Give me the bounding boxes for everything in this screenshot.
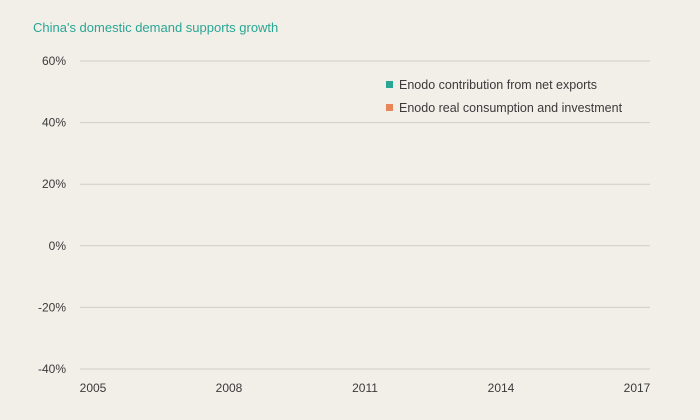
legend-swatch-net-exports bbox=[386, 81, 393, 88]
y-tick-label: 0% bbox=[49, 239, 67, 253]
legend-swatch-consumption-investment bbox=[386, 104, 393, 111]
legend-item-net-exports: Enodo contribution from net exports bbox=[386, 73, 622, 96]
x-tick-label: 2011 bbox=[352, 381, 378, 395]
legend-item-consumption-investment: Enodo real consumption and investment bbox=[386, 96, 622, 119]
chart-title: China's domestic demand supports growth bbox=[33, 20, 279, 35]
x-tick-label: 2005 bbox=[80, 381, 107, 395]
y-tick-label: -20% bbox=[38, 300, 66, 314]
x-tick-label: 2014 bbox=[488, 381, 515, 395]
x-axis: 2005 2008 2011 2014 2017 bbox=[80, 381, 651, 395]
y-axis: 60% 40% 20% 0% -20% -40% bbox=[38, 54, 66, 376]
y-tick-label: -40% bbox=[38, 362, 66, 376]
legend-label-net-exports: Enodo contribution from net exports bbox=[399, 77, 598, 92]
y-tick-label: 40% bbox=[42, 116, 66, 130]
x-tick-label: 2008 bbox=[216, 381, 243, 395]
y-tick-label: 60% bbox=[42, 54, 66, 68]
y-tick-label: 20% bbox=[42, 177, 66, 191]
legend: Enodo contribution from net exports Enod… bbox=[386, 73, 622, 119]
x-tick-label: 2017 bbox=[624, 381, 651, 395]
legend-label-consumption-investment: Enodo real consumption and investment bbox=[399, 100, 623, 115]
gridlines bbox=[80, 60, 650, 370]
